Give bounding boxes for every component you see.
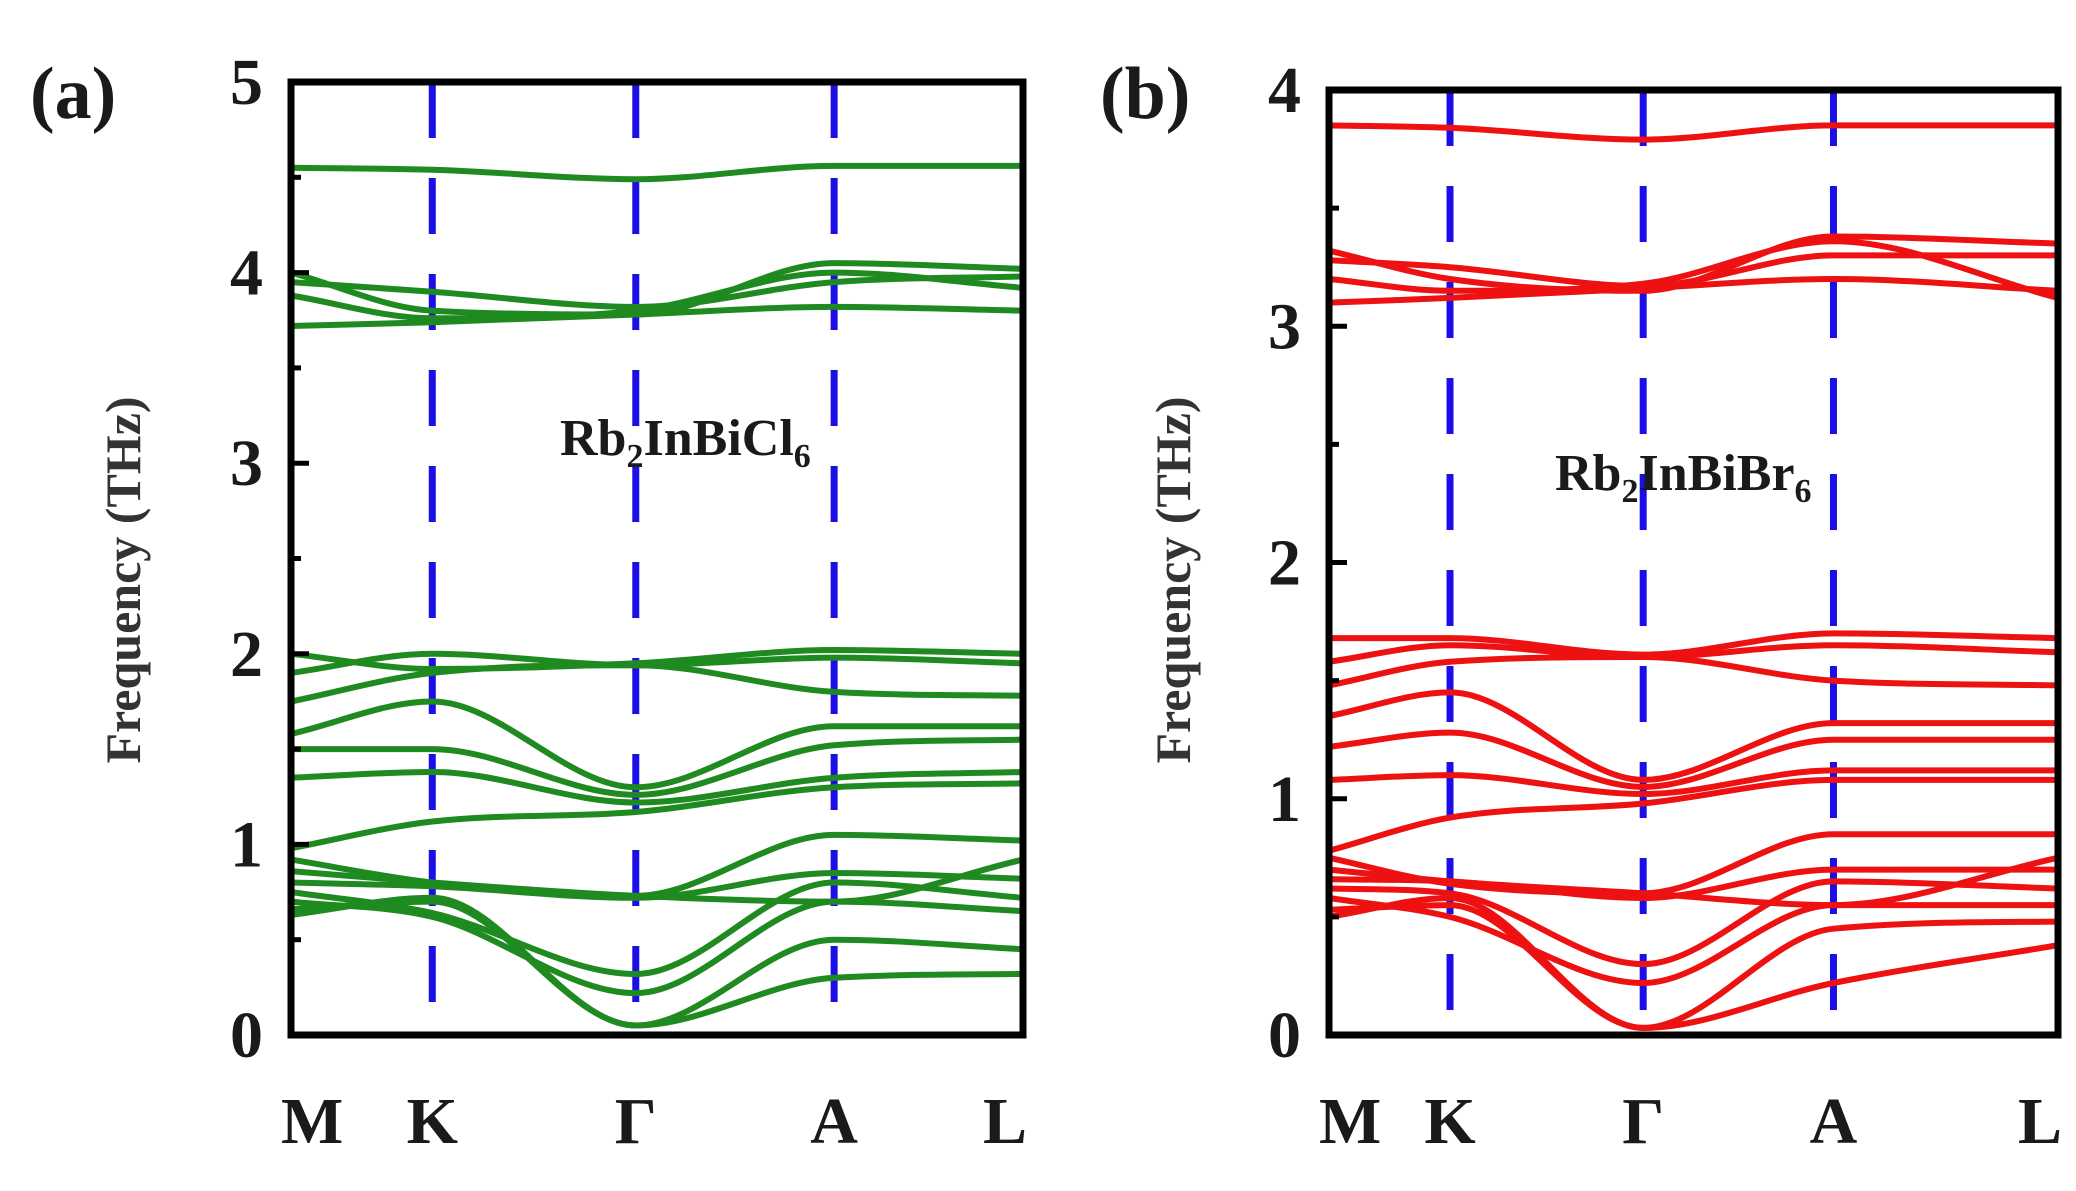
phonon-band-7 [1328, 831, 2058, 897]
y-tick-label: 1 [230, 808, 263, 881]
panel-a-y-axis-label: Frequency (THz) [95, 396, 151, 763]
phonon-band-16 [290, 269, 1024, 322]
phonon-band-2 [290, 898, 1024, 1029]
phonon-band-9 [1328, 767, 2058, 797]
phonon-band-8 [290, 780, 1024, 852]
phonon-band-14 [290, 647, 1024, 672]
phonon-band-18 [290, 260, 1024, 318]
phonon-band-3 [1328, 895, 2058, 986]
panel-a-y-tick-labels: 0 1 2 3 4 5 [230, 46, 263, 1072]
y-tick-label: 4 [230, 237, 263, 310]
x-tick-label-M: M [1319, 1085, 1381, 1158]
phonon-band-17 [290, 273, 1024, 310]
panel-b-label: (b) [1100, 53, 1190, 135]
phonon-band-10 [1328, 729, 2058, 790]
panel-a-y-ticks [291, 174, 309, 943]
panel-b-y-tick-labels: 0 1 2 3 4 [1268, 54, 1301, 1072]
panel-b-y-axis-label: Frequency (THz) [1145, 396, 1201, 763]
phonon-band-10 [290, 736, 1024, 798]
phonon-band-7 [290, 831, 1024, 899]
phonon-band-1 [290, 894, 1024, 1029]
phonon-band-16 [1328, 238, 2059, 301]
phonon-band-12 [1328, 654, 2059, 689]
phonon-band-3 [290, 898, 1024, 997]
phonon-band-4 [290, 879, 1024, 977]
y-tick-label: 2 [230, 618, 263, 691]
y-tick-label: 2 [1268, 527, 1301, 600]
x-tick-label-K: K [407, 1085, 458, 1158]
phonon-band-14 [1328, 630, 2059, 658]
x-tick-label-M: M [281, 1085, 343, 1158]
x-tick-label-A: A [1810, 1085, 1858, 1158]
phonon-band-19 [290, 162, 1023, 183]
panel-a-bands [290, 162, 1024, 1029]
x-tick-label-A: A [810, 1085, 858, 1158]
y-tick-label: 3 [1268, 290, 1301, 363]
phonon-band-4 [1328, 878, 2059, 968]
x-tick-label-L: L [983, 1085, 1027, 1158]
panel-b-bands [1328, 122, 2059, 1031]
panel-a-label: (a) [30, 53, 116, 135]
phonon-band-18 [1328, 233, 2059, 294]
x-tick-label-K: K [1424, 1085, 1475, 1158]
phonon-band-11 [1328, 689, 2058, 783]
y-tick-label: 0 [1268, 999, 1301, 1072]
x-tick-label-Γ: Γ [1622, 1085, 1664, 1158]
x-tick-label-Γ: Γ [615, 1085, 657, 1158]
phonon-band-11 [290, 698, 1023, 791]
y-tick-label: 0 [230, 999, 263, 1072]
phonon-band-19 [1328, 122, 2058, 143]
phonon-band-9 [290, 769, 1024, 806]
y-tick-label: 3 [230, 427, 263, 500]
phonon-band-2 [1328, 902, 2059, 1031]
phonon-band-8 [1328, 776, 2058, 854]
y-tick-label: 4 [1268, 54, 1301, 127]
x-tick-label-L: L [2018, 1085, 2062, 1158]
y-tick-label: 5 [230, 46, 263, 119]
panel-b-symmetry-lines [1446, 90, 1837, 1035]
panel-b-y-ticks [1329, 205, 1347, 920]
panel-a-compound-label: Rb2InBiCl6 [560, 410, 811, 475]
y-tick-label: 1 [1268, 763, 1301, 836]
panel-b-compound-label: Rb2InBiBr6 [1555, 445, 1812, 510]
phonon-band-17 [1328, 252, 2058, 290]
panel-a-symmetry-lines [428, 82, 838, 1035]
